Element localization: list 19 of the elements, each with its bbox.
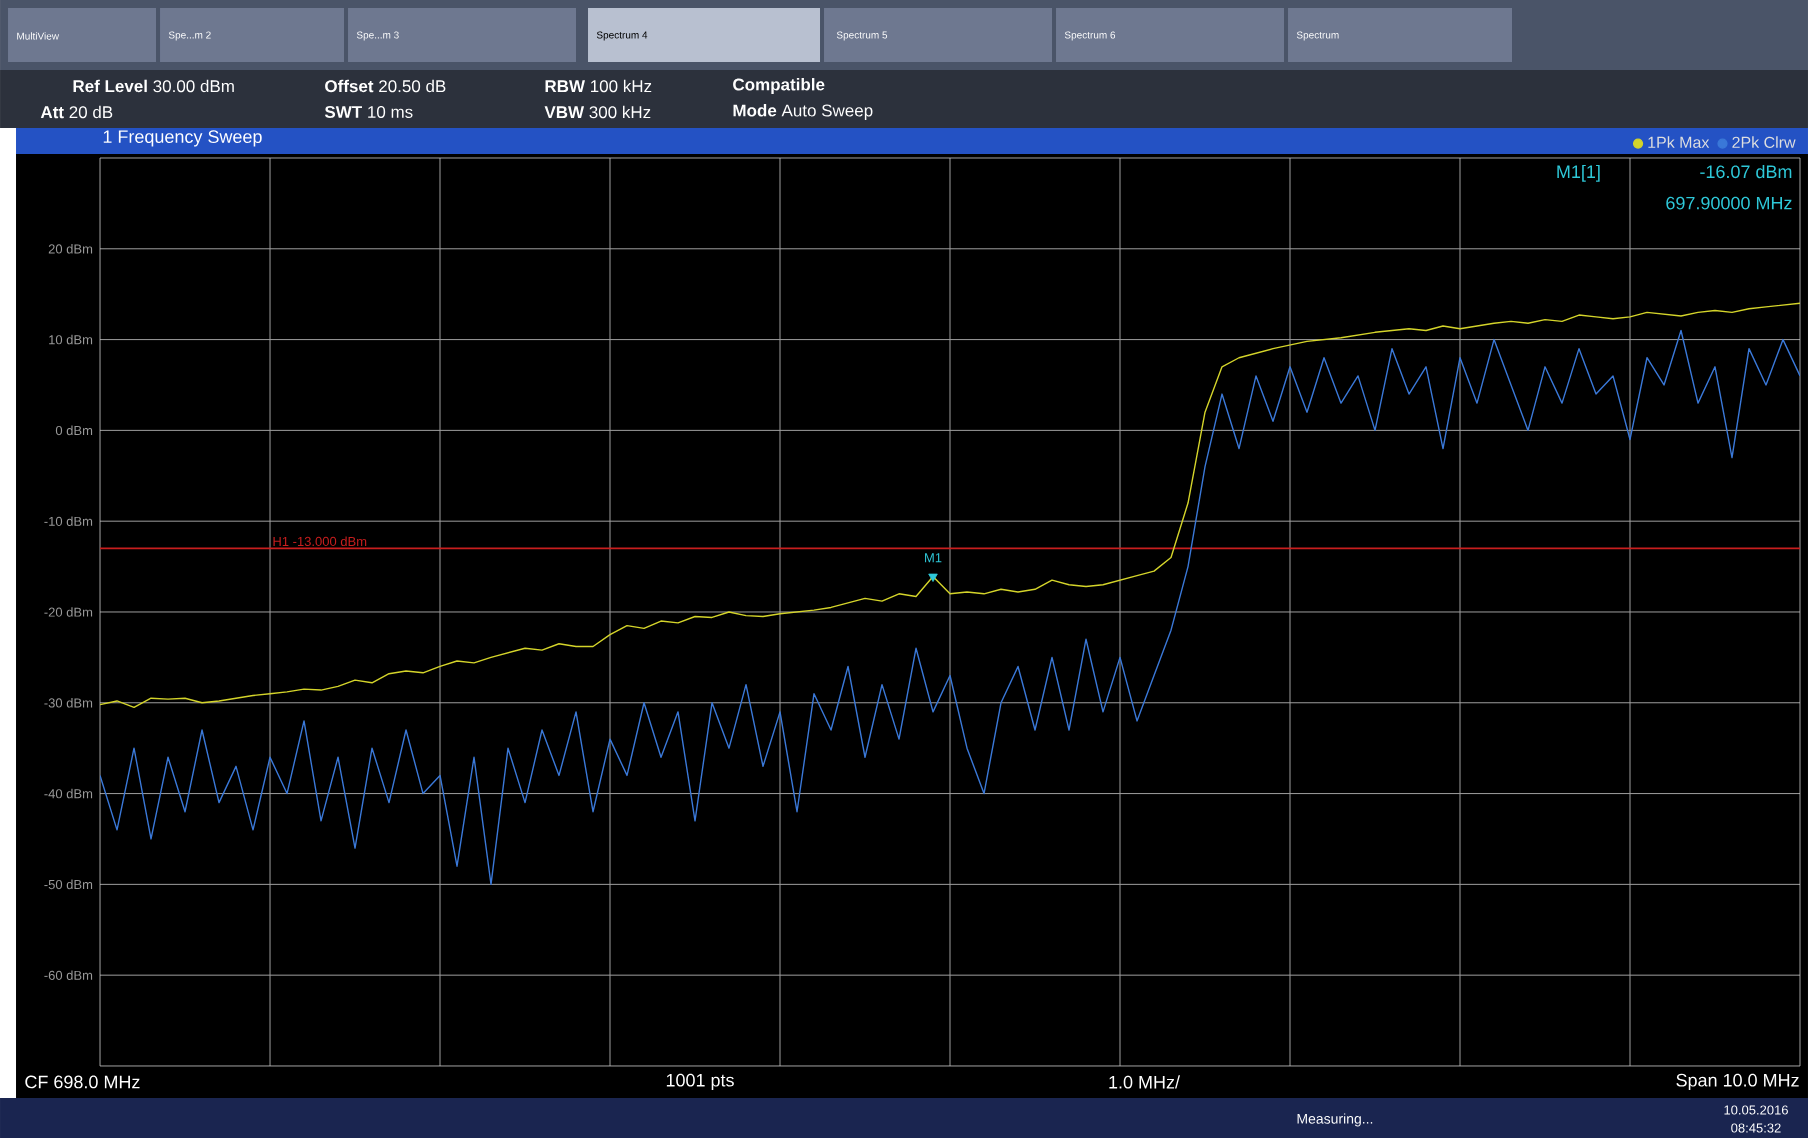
text: VBW 300 kHz [544, 105, 651, 119]
annotation: M1[1] [1557, 164, 1600, 182]
text: CF 698.0 MHz [25, 1075, 140, 1089]
text: Compatible [733, 78, 825, 94]
chart-title: 1 Frequency Sweep [103, 130, 262, 147]
text: Offset 20.50 dB [325, 79, 446, 93]
text: RBW 100 kHz [545, 79, 652, 93]
line-series [100, 329, 1801, 886]
text: Ref Level 30.00 dBm [73, 79, 234, 93]
text: 1001 pts [666, 1073, 734, 1091]
text: Mode Auto Sweep [733, 104, 873, 120]
legend-label: 1Pk Max [1648, 136, 1710, 149]
annotation: 697.90000 MHz [1666, 196, 1792, 210]
text: 1.0 MHz/ [1109, 1075, 1180, 1089]
text: SWT 10 ms [324, 105, 413, 118]
text: Span 10.0 MHz [1676, 1073, 1799, 1091]
text: Att 20 dB [40, 105, 113, 119]
legend-label: 2Pk Clrw [1732, 136, 1796, 149]
annotation: -16.07 dBm [1700, 164, 1792, 179]
